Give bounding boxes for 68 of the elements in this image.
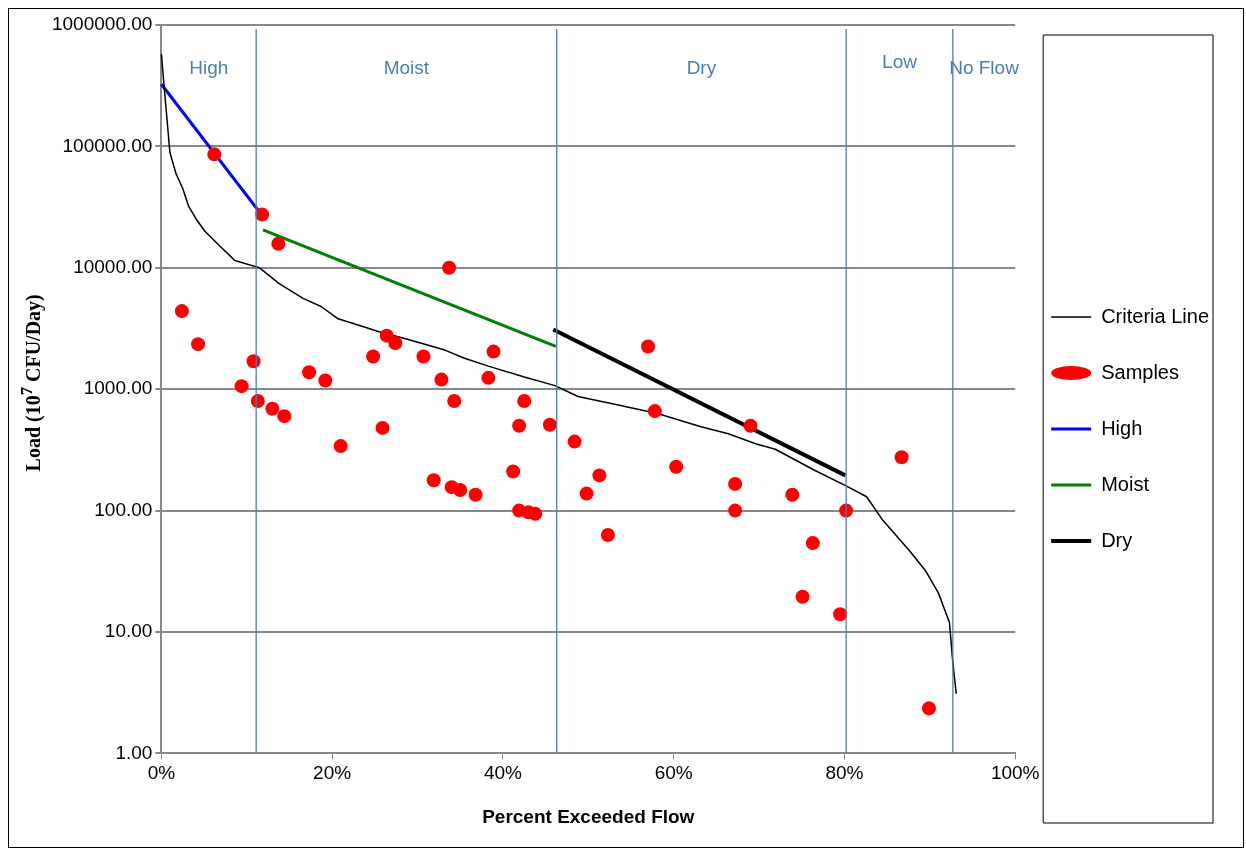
x-tick-label: 40% xyxy=(483,762,523,784)
point xyxy=(434,372,449,387)
point xyxy=(453,482,468,497)
x-tick-label: 0% xyxy=(147,762,176,784)
point xyxy=(302,365,317,380)
legend-label: High xyxy=(1101,416,1143,439)
annotation: Low xyxy=(882,51,918,73)
point xyxy=(318,373,333,388)
point xyxy=(728,476,743,491)
x-axis-title: Percent Exceeded Flow xyxy=(482,805,695,827)
point xyxy=(388,336,403,351)
y-tick-label: 100.00 xyxy=(94,498,153,520)
y-tick-label: 100000.00 xyxy=(62,134,153,156)
point xyxy=(481,370,496,385)
point xyxy=(542,417,557,432)
legend-label: Criteria Line xyxy=(1101,304,1210,327)
point xyxy=(250,393,265,408)
point xyxy=(512,418,527,433)
point xyxy=(567,434,582,449)
point xyxy=(234,379,249,394)
x-tick-label: 60% xyxy=(654,762,693,784)
point xyxy=(785,487,800,502)
y-tick-label: 1000000.00 xyxy=(51,13,153,35)
y-tick-label: 10000.00 xyxy=(73,256,153,278)
y-tick-label: 1000.00 xyxy=(83,377,153,399)
point xyxy=(271,236,286,251)
point xyxy=(174,304,189,319)
point xyxy=(442,260,457,275)
point xyxy=(277,409,292,424)
point xyxy=(795,589,810,604)
point xyxy=(517,393,532,408)
legend-label: Moist xyxy=(1101,472,1150,495)
x-tick-label: 80% xyxy=(825,762,864,784)
point xyxy=(894,450,909,465)
point xyxy=(426,473,441,488)
point xyxy=(191,337,206,352)
point xyxy=(265,401,280,416)
x-tick-label: 100% xyxy=(990,762,1040,784)
point xyxy=(506,464,521,479)
legend-label: Dry xyxy=(1101,528,1133,551)
point xyxy=(375,420,390,435)
point xyxy=(468,487,483,502)
point xyxy=(805,536,820,551)
y-tick-label: 10.00 xyxy=(104,620,153,642)
point xyxy=(486,344,501,359)
x-tick-label: 20% xyxy=(313,762,352,784)
point xyxy=(647,404,662,419)
point xyxy=(528,506,543,521)
y-tick-label: 1.00 xyxy=(115,741,153,763)
point xyxy=(728,503,743,518)
point xyxy=(641,339,656,354)
legend-label: Samples xyxy=(1101,360,1179,383)
point xyxy=(207,147,222,162)
point xyxy=(416,349,431,364)
point xyxy=(921,701,936,716)
point xyxy=(600,527,615,542)
annotation: Dry xyxy=(686,57,717,79)
point xyxy=(669,459,684,474)
annotation: Moist xyxy=(383,57,430,79)
annotation: High xyxy=(189,57,229,79)
point xyxy=(366,349,381,364)
point xyxy=(255,207,270,222)
point xyxy=(447,393,462,408)
point xyxy=(743,418,758,433)
point xyxy=(592,468,607,483)
point xyxy=(333,439,348,454)
point xyxy=(833,607,848,622)
point xyxy=(579,486,594,501)
